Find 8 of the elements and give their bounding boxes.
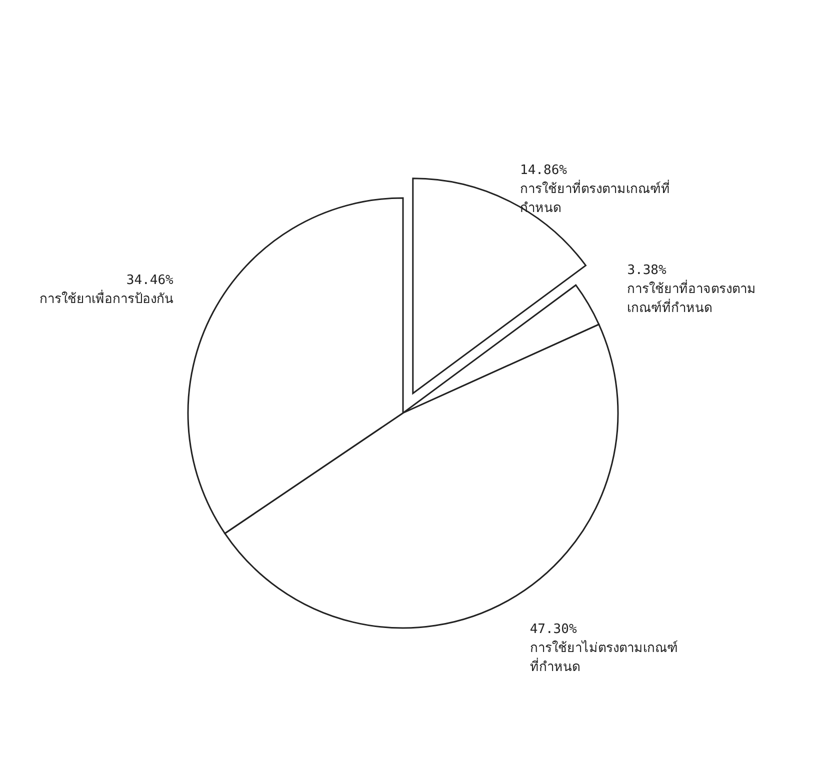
slice-label: การใช้ยาไม่ตรงตามเกณฑ์ที่กำหนด — [530, 639, 679, 677]
data-label: 14.86% — [520, 162, 568, 180]
slice-label: การใช้ยาที่ตรงตามเกณฑ์ที่กำหนด — [520, 180, 670, 218]
data-label: 34.46% — [125, 272, 174, 290]
slice-label: การใช้ยาเพื่อการป้องกัน — [38, 290, 174, 310]
data-label: 3.38% — [627, 262, 668, 280]
slice-label: การใช้ยาที่อาจตรงตามเกณฑ์ที่กำหนด — [627, 280, 758, 318]
data-label: 47.30% — [530, 620, 578, 639]
